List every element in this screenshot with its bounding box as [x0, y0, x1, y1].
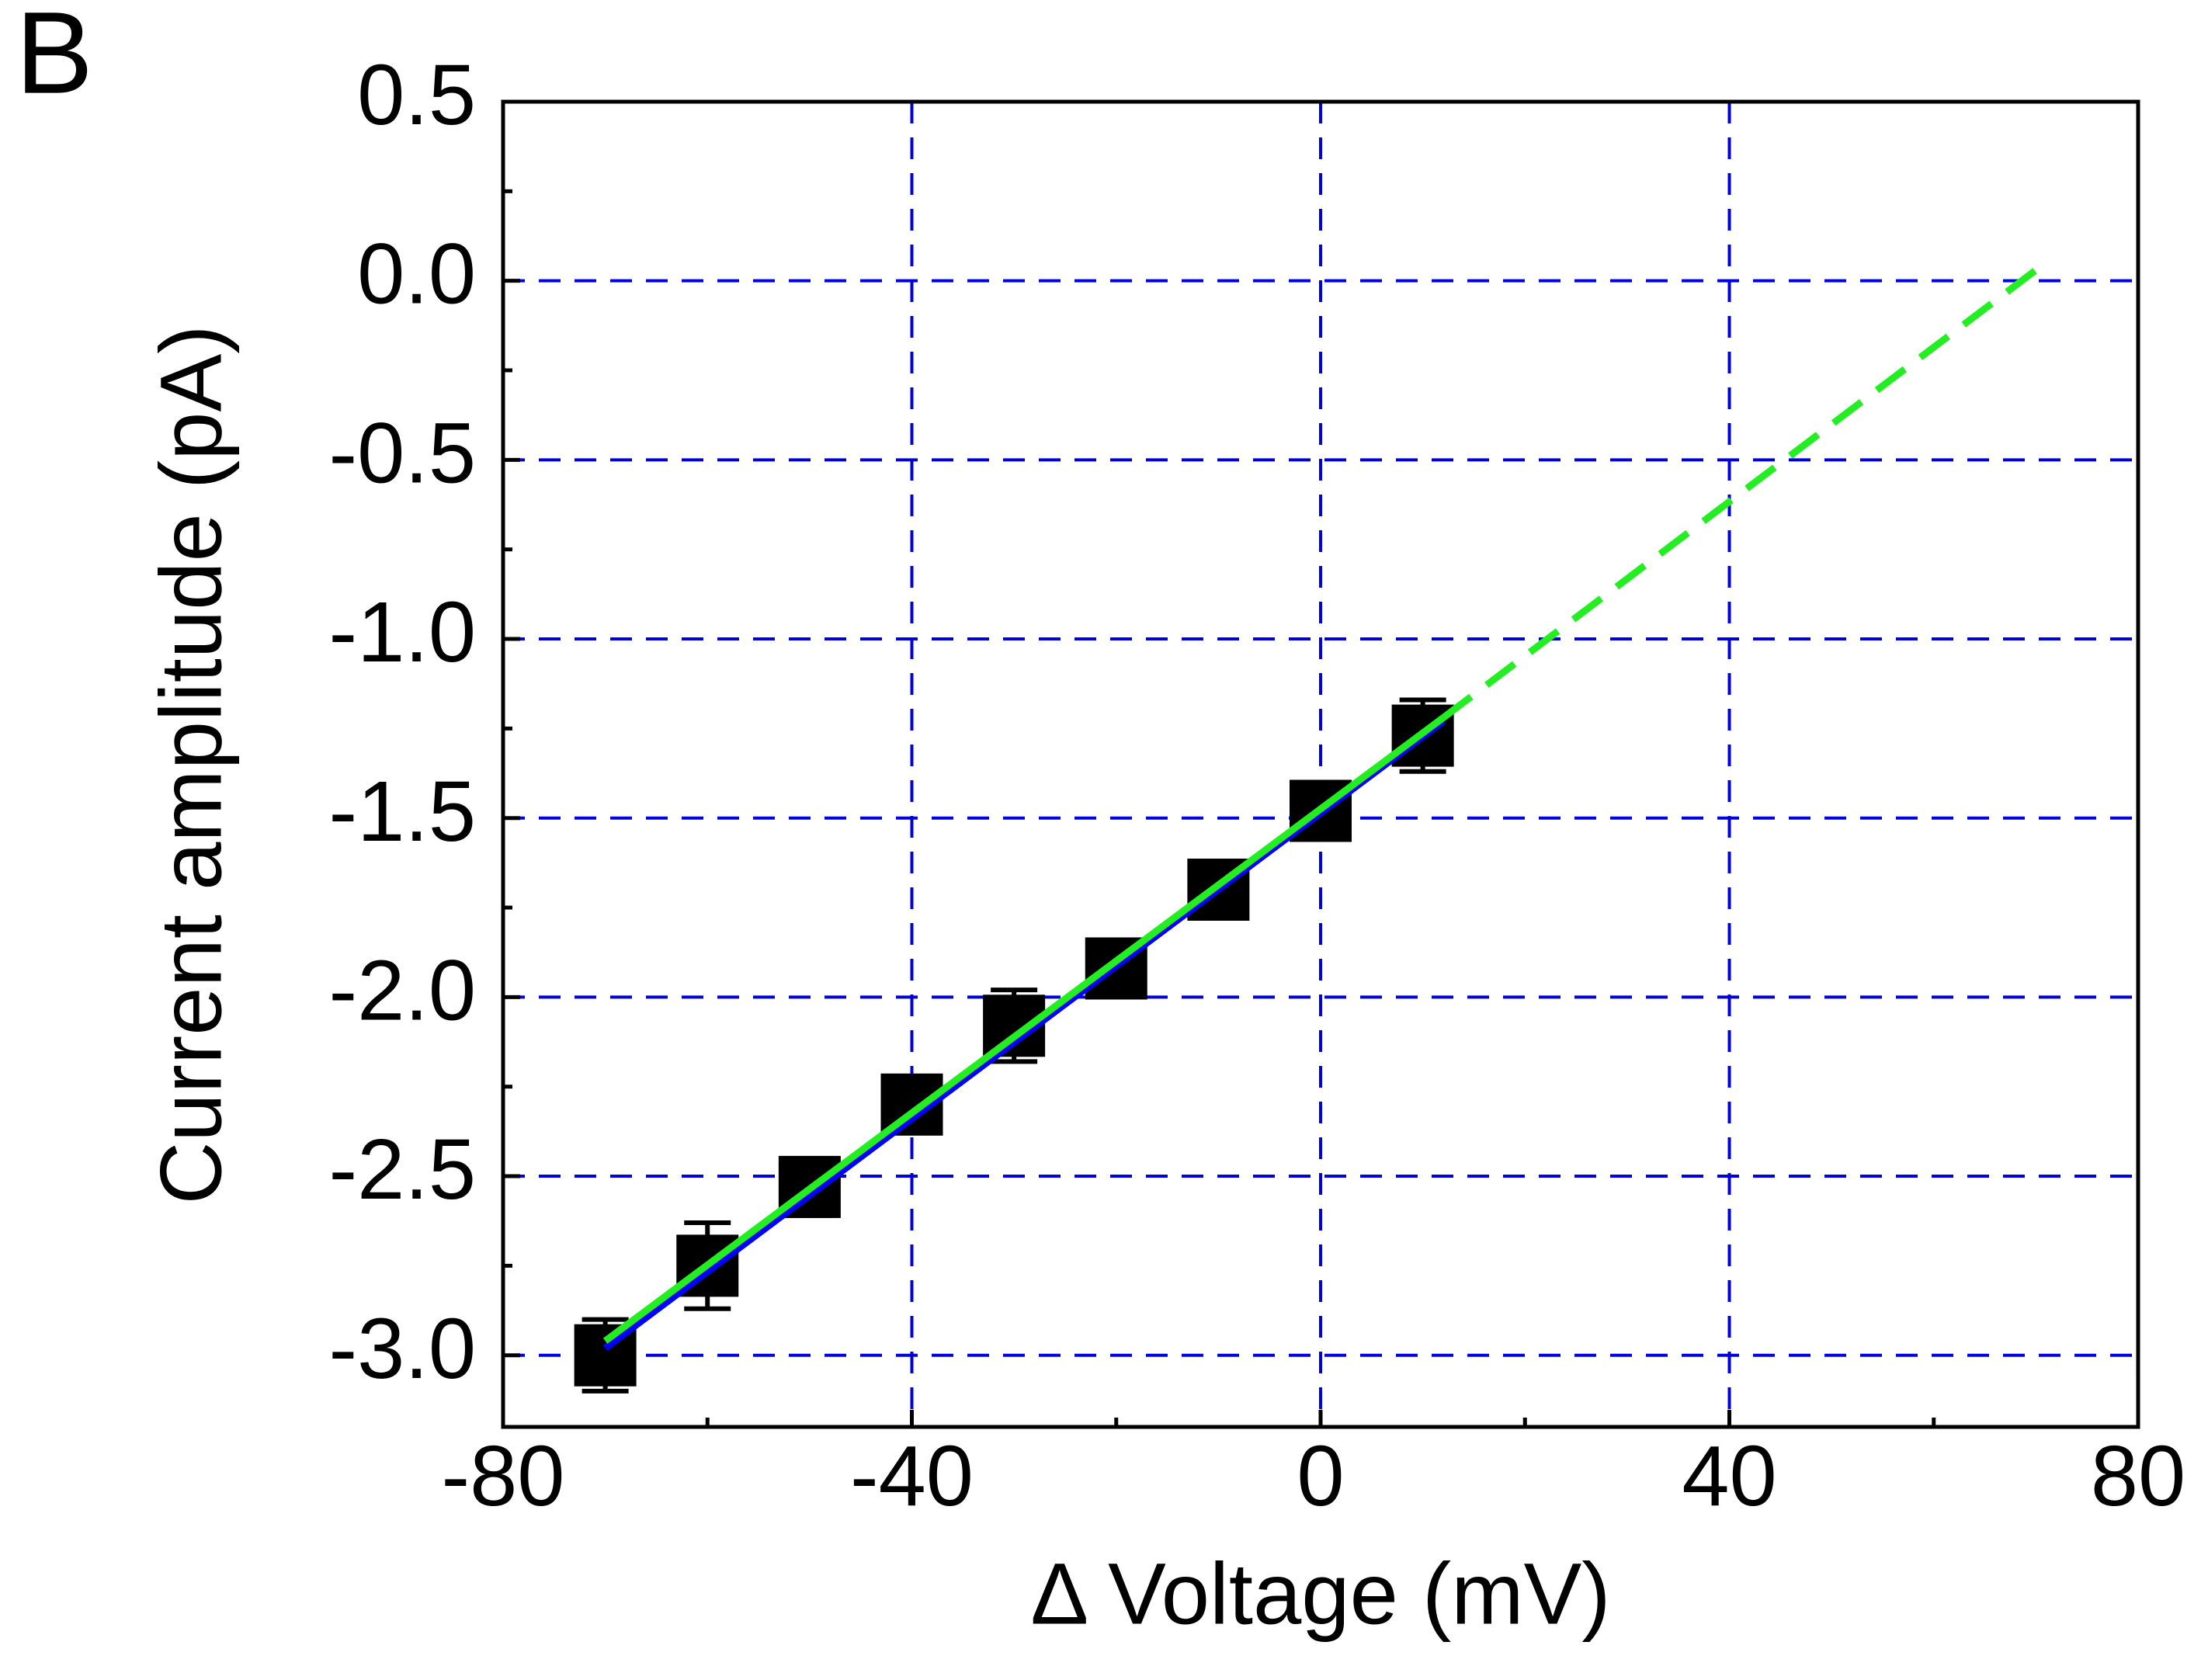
x-tick-label: 40	[1682, 1428, 1776, 1524]
y-tick-label: 0.5	[357, 47, 476, 143]
panel-label: B	[16, 0, 93, 118]
x-tick-label: 80	[2091, 1428, 2185, 1524]
x-tick-label: -80	[442, 1428, 565, 1524]
y-tick-label: -3.0	[328, 1301, 476, 1397]
x-tick-label: 0	[1297, 1428, 1344, 1524]
y-axis-title: Current amplitude (pA)	[143, 325, 240, 1205]
y-tick-label: -1.5	[328, 764, 476, 859]
x-tick-label: -40	[850, 1428, 974, 1524]
y-tick-label: -2.5	[328, 1122, 476, 1217]
x-axis-title: Δ Voltage (mV)	[1030, 1546, 1610, 1643]
y-tick-label: 0.0	[357, 227, 476, 322]
y-tick-label: -2.0	[328, 942, 476, 1038]
y-tick-label: -0.5	[328, 405, 476, 501]
y-tick-label: -1.0	[328, 585, 476, 680]
plot-frame	[501, 99, 2140, 1429]
fit-line	[1441, 267, 2039, 721]
fit-line	[602, 714, 1446, 1344]
